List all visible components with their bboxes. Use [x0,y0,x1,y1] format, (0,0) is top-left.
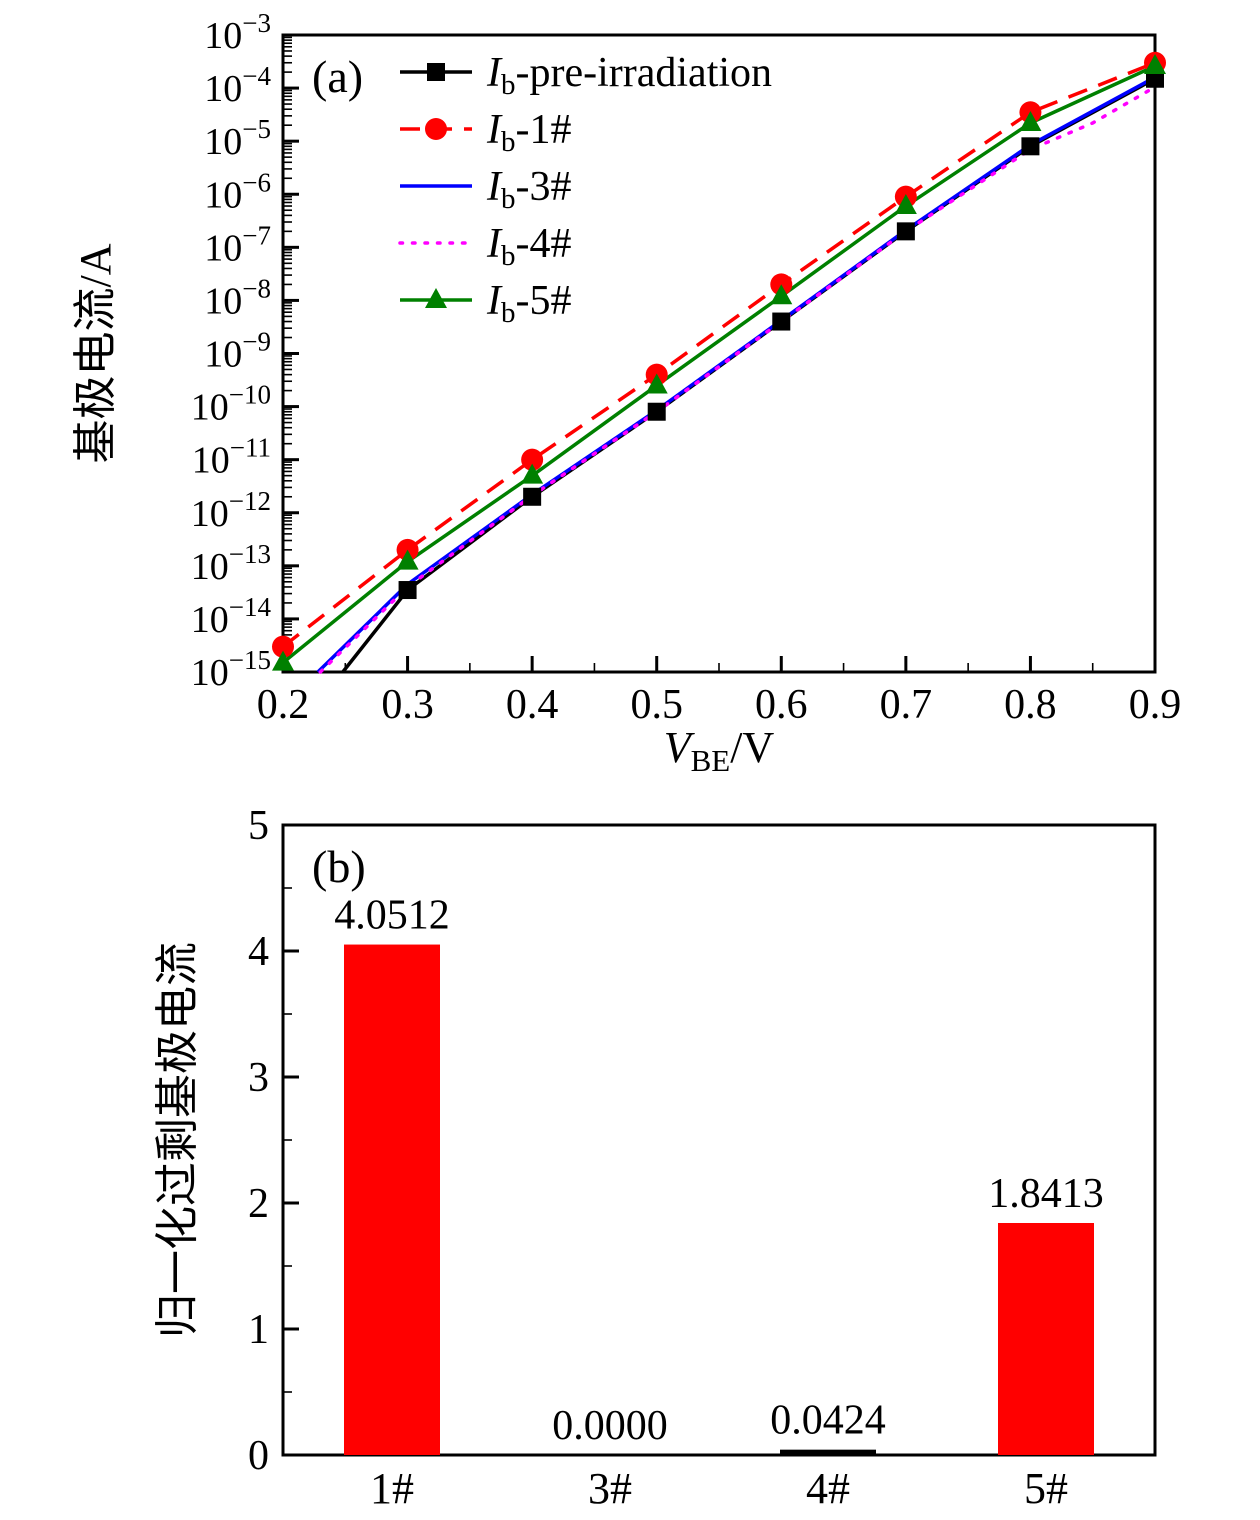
y-tick-label: 10−4 [204,61,271,110]
legend-label: Ib-3# [486,164,572,215]
bar-value-label: 4.0512 [334,893,450,939]
x-tick-label: 0.9 [1129,682,1182,728]
data-point-marker [1019,110,1042,131]
x-axis-title: VBE/V [664,723,775,778]
semilog-line-chart-panel-a: 10−310−410−510−610−710−810−910−1010−1110… [71,8,1182,778]
panel-label-a: (a) [312,51,363,102]
data-point-marker [398,581,417,600]
data-point-marker [772,312,791,331]
data-point-marker [523,487,542,506]
y-tick-label: 10−5 [204,114,271,163]
y-tick-label: 10−11 [192,433,271,482]
y-tick-label: 10−14 [191,592,272,641]
y-tick-label: 0 [248,1433,269,1479]
data-point-marker [645,373,668,394]
category-label: 1# [370,1464,414,1513]
legend-label: Ib-1# [486,107,572,158]
data-point-marker [272,650,294,671]
data-point-marker [521,463,544,484]
y-tick-label: 10−15 [191,645,271,694]
bar-chart-panel-b: 0 1 2 3 4 5 4.0512 1# 0.0000 3# 0.0424 4# 1.8413 5# (b… [153,803,1157,1513]
data-point-marker [1144,54,1166,75]
legend-label: Ib-4# [486,221,572,272]
data-point-marker [896,222,915,241]
y-tick-label: 10−10 [191,380,271,429]
panel-label-b: (b) [312,841,366,892]
data-point-marker [521,448,544,471]
bar [344,944,440,1455]
data-point-marker [1021,137,1040,156]
y-tick-label: 10−7 [204,220,271,269]
y-axis-title: 归一化过剩基极电流 [153,942,202,1338]
legend-label: Ib-5# [486,278,572,329]
series-line-2 [316,75,1156,674]
y-tick-label: 10−6 [204,167,271,216]
legend-label: Ib-pre-irradiation [486,50,772,101]
y-tick-label: 10−12 [191,486,271,535]
series-line-3 [318,85,1157,674]
y-axis-title: 基极电流/A [71,243,120,463]
x-tick-label: 0.5 [630,682,683,728]
data-point-marker [396,549,419,570]
y-tick-label: 10−13 [191,539,271,588]
y-tick-label: 2 [248,1181,269,1227]
y-tick-label: 1 [248,1307,269,1353]
x-tick-label: 0.7 [880,682,933,728]
category-label: 5# [1024,1464,1068,1513]
y-tick-label: 4 [248,929,269,975]
bar [780,1449,876,1455]
y-tick-label: 5 [248,803,269,849]
data-point-marker [1146,69,1164,88]
data-point-marker [272,635,294,658]
x-tick-label: 0.6 [755,682,808,728]
data-point-marker [770,284,793,305]
series-line-4 [281,64,1156,665]
x-tick-label: 0.4 [506,682,559,728]
y-tick-label: 3 [248,1055,269,1101]
bar-value-label: 0.0000 [552,1403,668,1449]
bar-value-label: 0.0424 [770,1398,886,1444]
bar-value-label: 1.8413 [988,1171,1104,1217]
legend-marker [425,288,447,308]
category-label: 3# [588,1464,632,1513]
legend-marker [427,63,445,81]
legend-marker [425,118,447,140]
data-point-marker [647,402,666,421]
series-line-0 [341,77,1156,674]
y-tick-label: 10−3 [204,8,271,57]
y-tick-label: 10−8 [204,273,271,322]
x-tick-label: 0.2 [257,682,310,728]
data-point-marker [894,194,917,215]
x-tick-label: 0.3 [381,682,434,728]
category-label: 4# [806,1464,850,1513]
bar [998,1222,1094,1455]
x-tick-label: 0.8 [1004,682,1057,728]
y-tick-label: 10−9 [204,327,271,376]
